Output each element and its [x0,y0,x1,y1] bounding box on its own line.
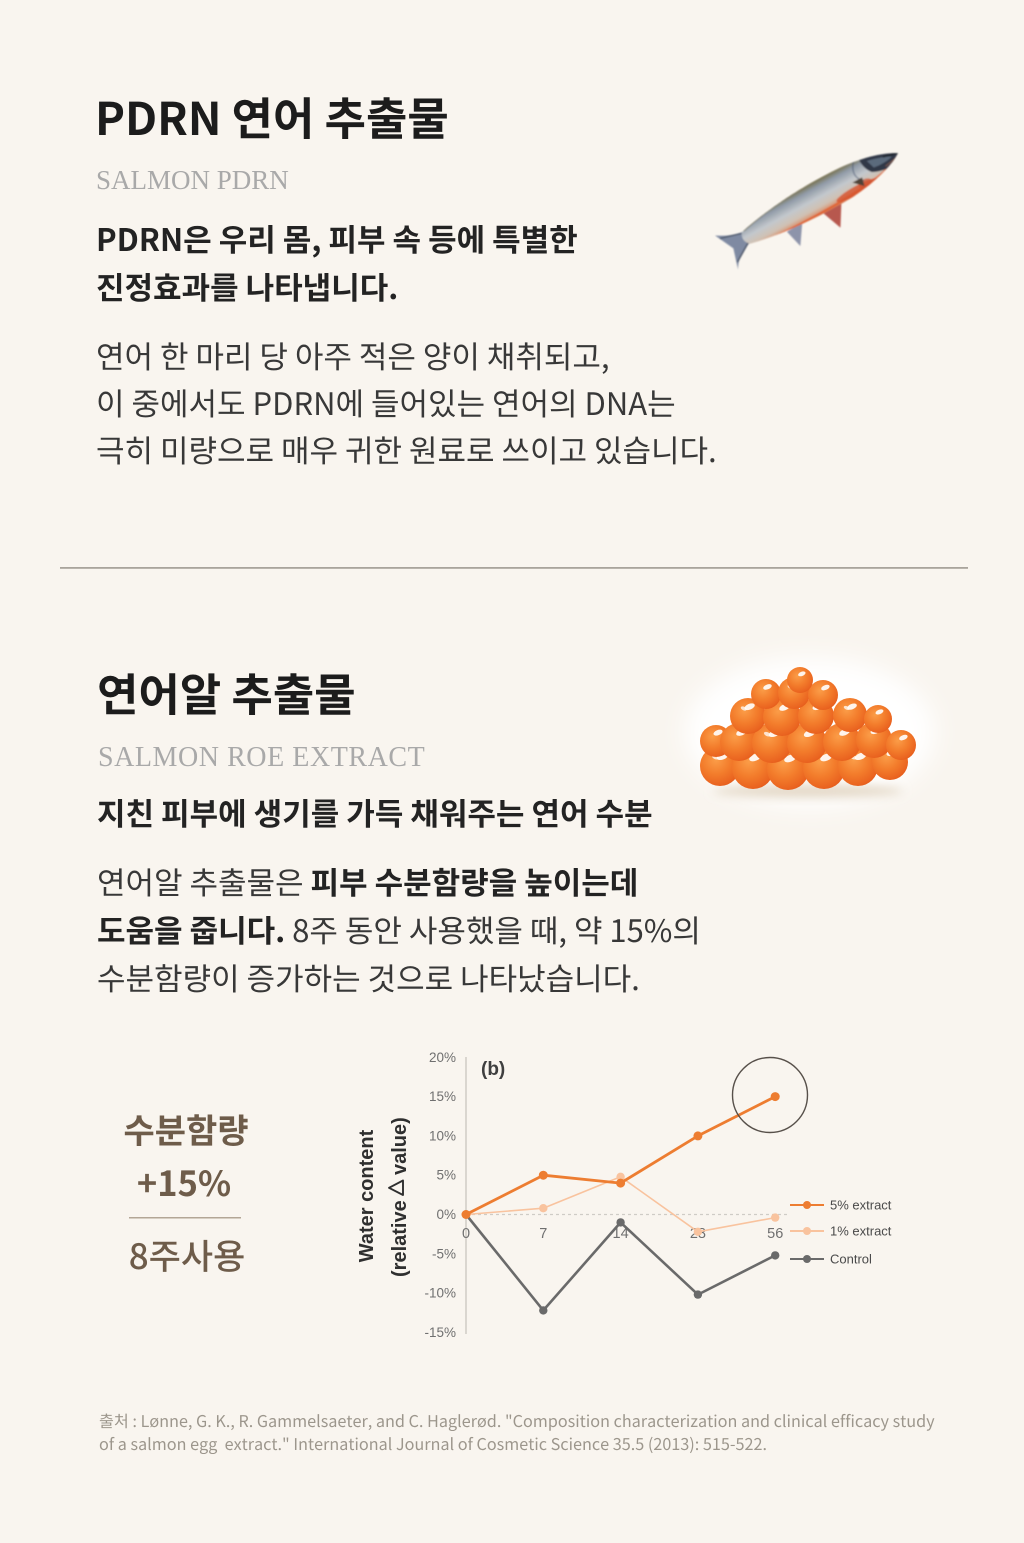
svg-text:5%: 5% [436,1168,456,1183]
svg-text:14: 14 [613,1226,629,1242]
svg-text:15%: 15% [429,1089,456,1104]
svg-text:10%: 10% [429,1128,456,1143]
svg-text:-5%: -5% [432,1246,456,1261]
svg-text:Water content: Water content [356,1129,378,1262]
svg-text:0%: 0% [436,1207,456,1222]
svg-text:SALMON PDRN: SALMON PDRN [96,165,289,195]
svg-text:value): value) [389,1117,411,1175]
svg-text:Control: Control [830,1252,872,1267]
svg-text:SALMON ROE EXTRACT: SALMON ROE EXTRACT [98,742,425,773]
svg-text:-10%: -10% [424,1286,456,1301]
svg-text:-15%: -15% [424,1325,456,1340]
svg-text:7: 7 [539,1226,547,1242]
svg-text:0: 0 [462,1226,470,1242]
svg-text:(b): (b) [481,1059,505,1080]
svg-text:1% extract: 1% extract [830,1224,892,1239]
svg-text:5% extract: 5% extract [830,1198,892,1213]
svg-text:56: 56 [767,1226,783,1242]
svg-text:(relative: (relative [389,1200,411,1277]
svg-text:20%: 20% [429,1050,456,1065]
